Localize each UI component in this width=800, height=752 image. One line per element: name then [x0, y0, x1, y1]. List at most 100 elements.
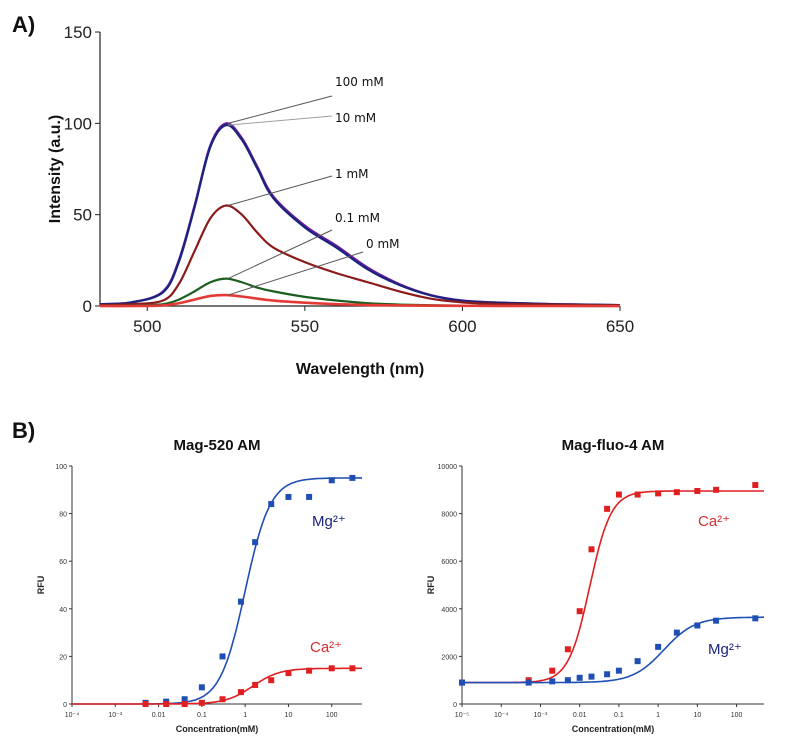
- data-point: [198, 684, 205, 691]
- y-axis-title: RFU: [36, 576, 46, 595]
- data-point: [588, 546, 595, 553]
- x-axis-title: Wavelength (nm): [296, 361, 424, 378]
- data-point: [252, 681, 259, 688]
- y-axis-title: Intensity (a.u.): [47, 115, 64, 223]
- panel-b-label: B): [12, 418, 35, 443]
- emission-spectrum-chart: A) 500 550 600 650 0 50 100 150 100 mM 10 mM 1 mM…: [12, 12, 635, 378]
- fit-curve-0: [72, 477, 362, 705]
- data-point: [752, 482, 759, 489]
- data-point: [713, 617, 720, 624]
- annotation-leader: [227, 95, 333, 124]
- data-point: [549, 667, 556, 674]
- data-point: [163, 701, 170, 707]
- annotation-label: 1 mM: [335, 167, 369, 181]
- x-tick-label: 10⁻⁴: [65, 712, 80, 719]
- y-tick-label: 0: [63, 702, 67, 709]
- data-point: [181, 701, 188, 707]
- x-axis-title: Concentration(mM): [572, 724, 655, 734]
- series-label: Ca²⁺: [310, 639, 342, 656]
- panel-a-label: A): [12, 12, 35, 37]
- data-point: [673, 489, 680, 496]
- mag-fluo-4-chart: Mag-fluo-4 AM 10⁻⁵ 10⁻⁴ 10⁻³ 0.01 0.1 1 10 100 0 2…: [426, 437, 764, 734]
- x-tick-label: 550: [291, 317, 319, 336]
- x-tick-label: 0.1: [614, 712, 624, 719]
- mag-520-chart: Mag-520 AM 10⁻⁴ 10⁻³ 0.01 0.1 1 10 100 0 20 40 60 80…: [36, 437, 362, 734]
- data-point: [349, 665, 356, 672]
- annotation-leader: [228, 115, 333, 126]
- y-tick-label: 6000: [441, 559, 457, 566]
- series-line-3: [99, 277, 621, 308]
- y-axis-title: RFU: [426, 576, 436, 595]
- x-tick-label: 0.1: [197, 712, 207, 719]
- annotation-label: 0 mM: [366, 237, 400, 251]
- x-tick-label: 1: [656, 712, 660, 719]
- y-tick-label: 50: [73, 206, 92, 225]
- data-point: [564, 677, 571, 684]
- y-tick-label: 2000: [441, 654, 457, 661]
- data-point: [615, 667, 622, 674]
- data-point: [285, 670, 292, 677]
- data-point: [142, 701, 149, 707]
- x-tick-label: 10⁻³: [534, 712, 548, 719]
- annotation-leader: [227, 175, 333, 207]
- chart-title: Mag-520 AM: [174, 437, 261, 454]
- x-axis-title: Concentration(mM): [176, 724, 259, 734]
- data-point: [694, 487, 701, 494]
- y-tick-label: 20: [59, 654, 67, 661]
- data-point: [576, 674, 583, 681]
- data-point: [525, 679, 532, 686]
- annotation-label: 0.1 mM: [335, 211, 380, 225]
- y-tick-label: 40: [59, 607, 67, 614]
- annotation-label: 100 mM: [335, 75, 384, 89]
- data-point: [694, 622, 701, 629]
- data-point: [285, 493, 292, 500]
- data-point: [237, 689, 244, 696]
- fit-curve-1: [72, 667, 362, 705]
- y-tick-label: 10000: [438, 464, 458, 471]
- annotation-label: 10 mM: [335, 111, 376, 125]
- x-tick-label: 650: [606, 317, 634, 336]
- data-point: [219, 696, 226, 703]
- data-point: [604, 505, 611, 512]
- data-point: [219, 653, 226, 660]
- x-tick-label: 100: [326, 712, 338, 719]
- x-tick-label: 0.01: [152, 712, 166, 719]
- x-tick-label: 1: [243, 712, 247, 719]
- x-tick-label: 10⁻⁴: [494, 712, 509, 719]
- spectrum-axes: 500 550 600 650 0 50 100 150: [64, 23, 635, 336]
- data-point: [655, 490, 662, 497]
- data-point: [198, 699, 205, 706]
- y-tick-label: 0: [453, 702, 457, 709]
- data-point: [655, 643, 662, 650]
- x-tick-label: 500: [133, 317, 161, 336]
- data-point: [564, 646, 571, 653]
- data-point: [328, 477, 335, 484]
- data-point: [181, 696, 188, 703]
- x-tick-label: 100: [731, 712, 743, 719]
- series-line-4: [99, 293, 620, 308]
- data-point: [459, 679, 465, 686]
- data-point: [752, 615, 759, 622]
- data-point: [576, 608, 583, 615]
- data-point: [268, 501, 275, 508]
- y-tick-label: 150: [64, 23, 92, 42]
- data-point: [306, 667, 313, 674]
- y-tick-label: 0: [83, 297, 92, 316]
- data-point: [252, 539, 259, 546]
- data-point: [634, 658, 641, 665]
- data-point: [588, 673, 595, 680]
- data-point: [268, 677, 275, 684]
- data-point: [237, 598, 244, 605]
- spectrum-series: [99, 122, 621, 308]
- data-point: [328, 665, 335, 672]
- data-point: [713, 486, 720, 493]
- x-tick-label: 10: [285, 712, 293, 719]
- data-point: [615, 491, 622, 498]
- data-point: [349, 474, 356, 481]
- x-tick-label: 0.01: [573, 712, 587, 719]
- data-point: [634, 491, 641, 498]
- chart-title: Mag-fluo-4 AM: [562, 437, 665, 454]
- spectrum-annotations: 100 mM 10 mM 1 mM 0.1 mM 0 mM: [227, 75, 400, 296]
- data-point: [604, 671, 611, 678]
